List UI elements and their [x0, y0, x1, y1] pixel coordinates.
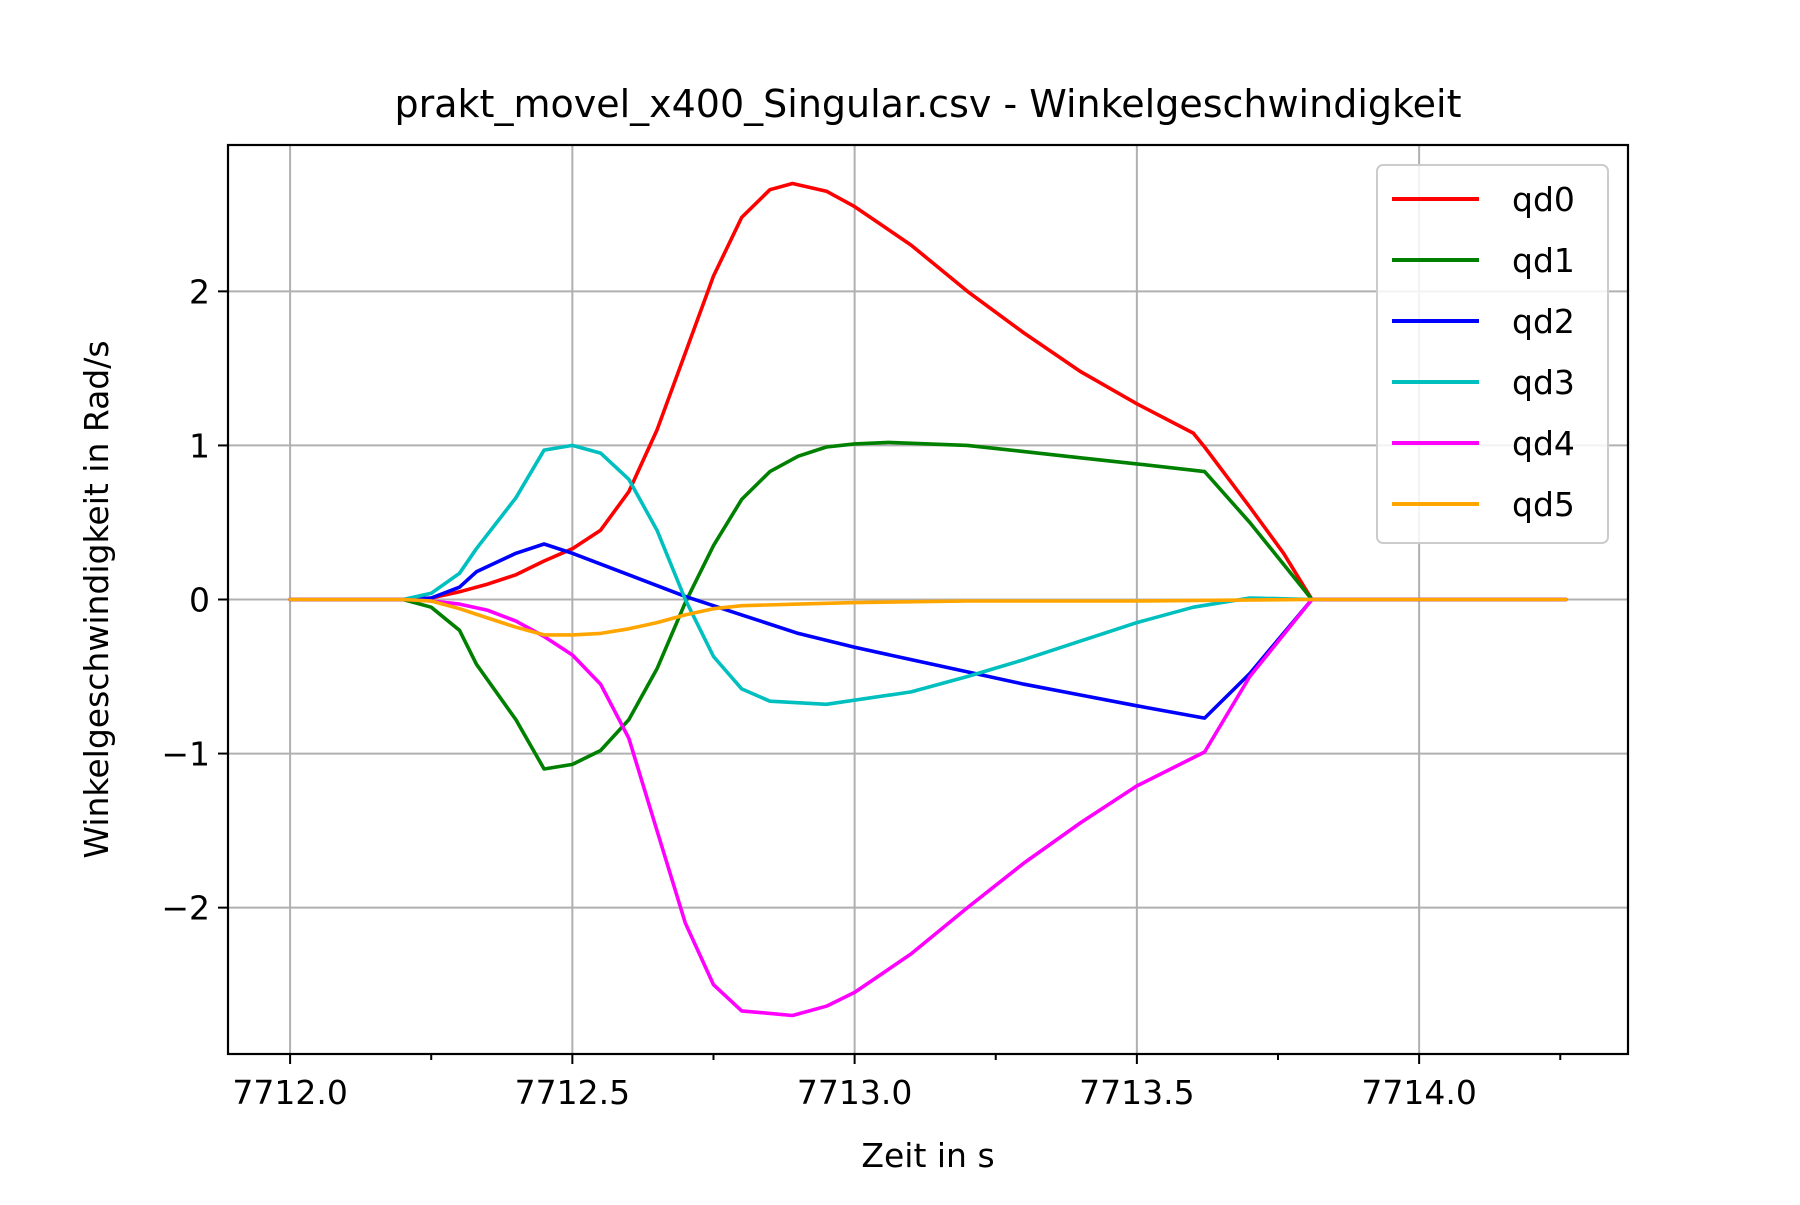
legend: qd0 qd1 qd2 qd3 qd4 qd5: [1376, 164, 1609, 544]
series-line-qd0: [288, 181, 1568, 602]
axis-ticks: 7712.0 7712.5 7713.0 7713.5 7714.0 −2 −1 0 1 2: [161, 272, 1562, 1112]
x-tick-label: 7714.0: [1361, 1073, 1476, 1112]
y-tick-label: −1: [161, 735, 210, 774]
legend-label: qd1: [1512, 241, 1575, 280]
y-tick-label: 2: [189, 272, 210, 311]
legend-label: qd2: [1512, 302, 1575, 341]
legend-label: qd0: [1512, 180, 1575, 219]
y-tick-label: 0: [189, 581, 210, 620]
legend-label: qd5: [1512, 485, 1575, 524]
y-tick-label: 1: [189, 426, 210, 465]
series-line-qd3: [288, 443, 1568, 707]
x-tick-label: 7712.0: [232, 1073, 347, 1112]
series-line-qd5: [288, 597, 1568, 637]
series-line-qd2: [288, 542, 1568, 720]
series-lines: [288, 181, 1568, 1018]
x-tick-label: 7712.5: [515, 1073, 630, 1112]
legend-label: qd4: [1512, 424, 1575, 463]
legend-label: qd3: [1512, 363, 1575, 402]
series-line-qd1: [288, 440, 1568, 771]
chart-title: prakt_movel_x400_Singular.csv - Winkelge…: [395, 82, 1462, 126]
x-axis-label: Zeit in s: [861, 1136, 994, 1175]
x-tick-label: 7713.5: [1079, 1073, 1194, 1112]
x-tick-label: 7713.0: [797, 1073, 912, 1112]
y-tick-label: −2: [161, 889, 210, 928]
y-axis-label: Winkelgeschwindigkeit in Rad/s: [77, 340, 116, 858]
series-line-qd4: [288, 597, 1568, 1018]
